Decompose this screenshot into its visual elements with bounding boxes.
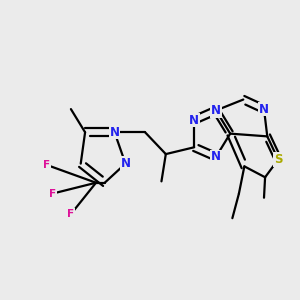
Text: F: F [67, 209, 74, 219]
Text: F: F [43, 160, 50, 170]
Text: N: N [259, 103, 269, 116]
Text: F: F [49, 189, 56, 199]
Text: N: N [189, 113, 199, 127]
Text: N: N [211, 104, 221, 117]
Text: N: N [121, 157, 130, 170]
Text: S: S [274, 153, 282, 166]
Text: N: N [110, 126, 119, 139]
Text: N: N [211, 150, 221, 163]
